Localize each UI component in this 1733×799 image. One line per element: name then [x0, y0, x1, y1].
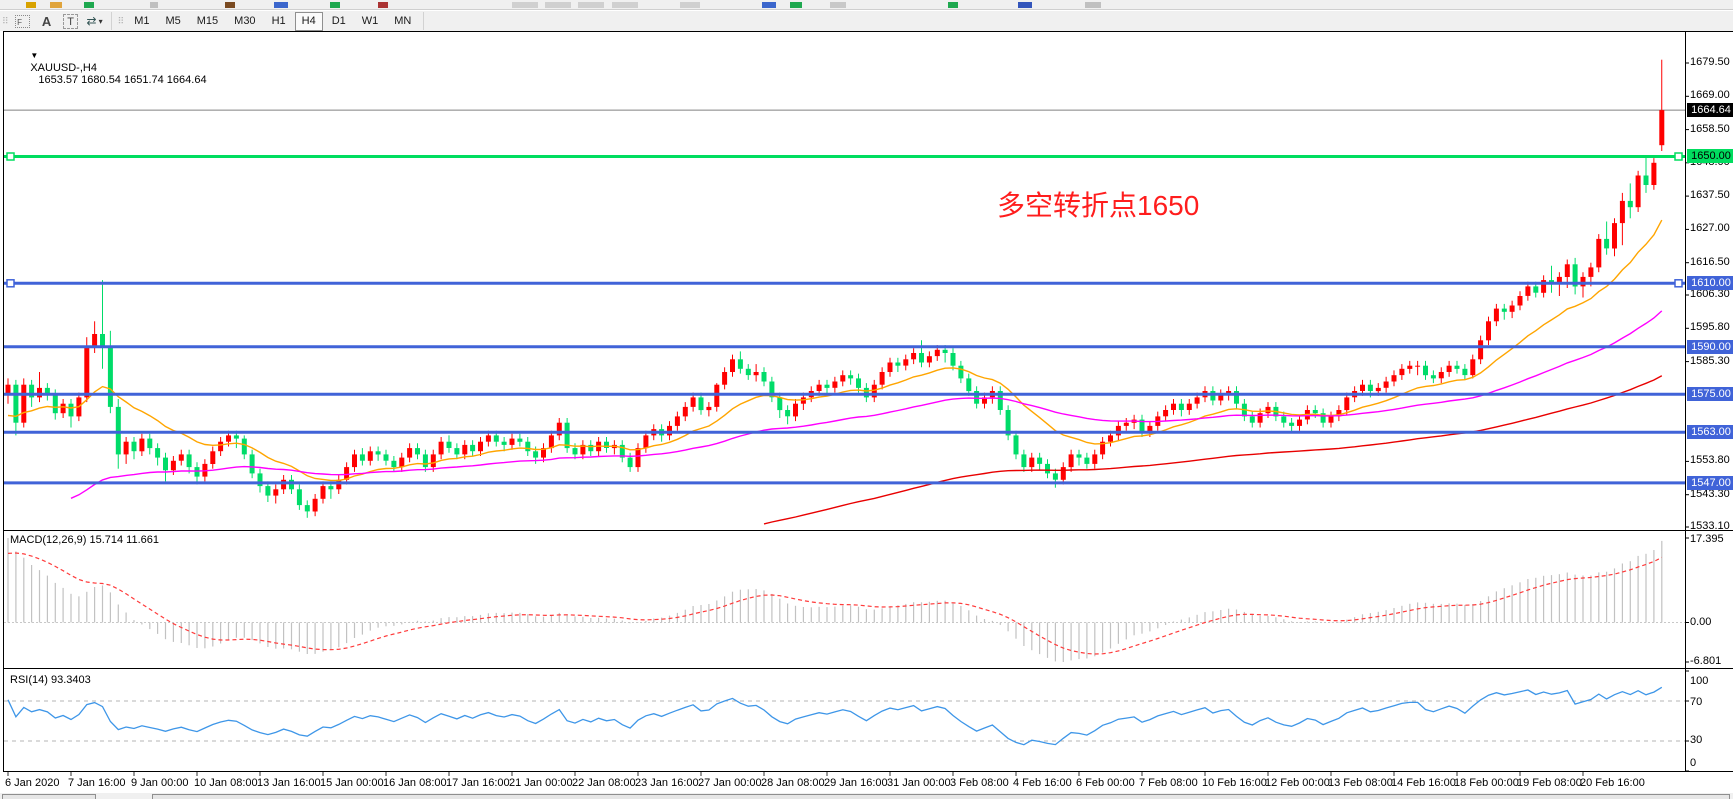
- timeframe-button-h4[interactable]: H4: [294, 11, 323, 31]
- horizontal-line-1650[interactable]: [4, 152, 1685, 161]
- toolbar-icon-fragment: [948, 2, 958, 8]
- ma-slow-line: [763, 375, 1663, 525]
- timeframe-button-m30[interactable]: M30: [227, 12, 262, 31]
- toolbar-separator: [110, 12, 112, 30]
- macd-pane[interactable]: [4, 538, 1685, 662]
- toolbar-icon-fragment: [225, 2, 235, 8]
- drag-handle-icon: ⠿: [117, 15, 124, 26]
- toolbar-icon-fragment: [512, 2, 538, 8]
- chart-grid-f-glyph: F: [15, 14, 31, 28]
- bottom-tab-1[interactable]: [2, 794, 96, 799]
- toolbar-icon-fragment: [274, 2, 288, 8]
- toolbar-icon-fragment: [578, 2, 604, 8]
- drag-handle-icon: ⠿: [2, 15, 8, 26]
- rsi-pane[interactable]: [4, 686, 1685, 746]
- toolbar-icon-fragment: [84, 2, 94, 8]
- toolbar-icon-fragment: [378, 2, 388, 8]
- axis-ticks: [7, 62, 1689, 776]
- ma-medium-line: [70, 310, 1663, 499]
- macd-signal-line: [7, 552, 1663, 655]
- timeframe-button-mn[interactable]: MN: [387, 12, 418, 31]
- text-label-icon[interactable]: T: [62, 12, 80, 30]
- text-label-glyph: T: [63, 13, 78, 29]
- toolbar-icon-fragment: [612, 2, 638, 8]
- dropdown-caret-icon: ▾: [98, 16, 103, 26]
- bottom-tab-2[interactable]: [152, 794, 1730, 799]
- bottom-panel-strip: [0, 793, 1733, 799]
- ma-fast-line: [7, 219, 1663, 482]
- toolbar-icon-fragment: [26, 2, 36, 8]
- arrows-glyph: ⇄: [86, 14, 97, 28]
- timeframe-button-m5[interactable]: M5: [158, 12, 187, 31]
- toolbar-row-partial: [0, 0, 1733, 10]
- arrows-tool-icon[interactable]: ⇄ ▾: [86, 12, 104, 30]
- toolbar-icon-fragment: [545, 2, 571, 8]
- main-chart-pane[interactable]: [4, 59, 1685, 525]
- timeframe-button-h1[interactable]: H1: [265, 12, 293, 31]
- toolbar-icon-fragment: [1085, 2, 1101, 8]
- timeframe-button-m1[interactable]: M1: [127, 12, 156, 31]
- horizontal-line-1610[interactable]: [4, 279, 1685, 288]
- toolbar-icon-fragment: [790, 2, 802, 8]
- timeframe-button-m15[interactable]: M15: [190, 12, 225, 31]
- toolbar-icon-fragment: [680, 2, 700, 8]
- main-toolbar: ⠿ F A T ⇄ ▾ ⠿ M1 M5 M15 M30 H1 H4 D1 W1 MN: [0, 11, 1733, 31]
- toolbar-icon-fragment: [1018, 2, 1032, 8]
- toolbar-icon-fragment: [830, 2, 846, 8]
- chart-grid-f-icon[interactable]: F: [14, 12, 32, 30]
- text-a-glyph: A: [41, 13, 52, 29]
- toolbar-icon-fragment: [50, 2, 62, 8]
- toolbar-separator: [423, 12, 425, 30]
- chart-text-annotation[interactable]: 多空转折点1650: [997, 190, 1200, 221]
- text-a-icon[interactable]: A: [38, 12, 56, 30]
- toolbar-icon-fragment: [330, 2, 340, 8]
- timeframe-button-w1[interactable]: W1: [355, 12, 386, 31]
- timeframe-button-d1[interactable]: D1: [325, 12, 353, 31]
- toolbar-icon-fragment: [762, 2, 776, 8]
- rsi-line: [7, 686, 1663, 746]
- toolbar-icon-fragment: [150, 2, 158, 8]
- pane-borders: [3, 31, 1733, 772]
